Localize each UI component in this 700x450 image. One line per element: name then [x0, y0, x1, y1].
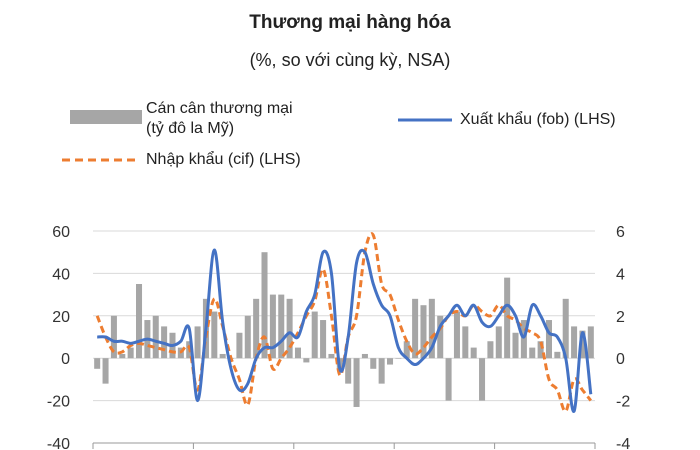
balance-bar [286, 298, 293, 359]
balance-bar [261, 252, 268, 359]
balance-bar [303, 358, 310, 363]
legend-swatch-balance [70, 110, 142, 124]
chart-subtitle: (%, so với cùng kỳ, NSA) [249, 50, 451, 70]
legend-label-imports: Nhập khẩu (cif) (LHS) [146, 151, 301, 168]
legend-label-balance-line1: Cán cân thương mại [146, 100, 293, 117]
exports-line [97, 248, 593, 413]
balance-bar [554, 351, 561, 359]
right-tick-label: 2 [616, 309, 625, 326]
balance-bar [587, 326, 594, 359]
balance-bar [571, 326, 578, 359]
balance-bar [253, 298, 260, 359]
balance-bar [136, 284, 143, 359]
balance-bar [345, 358, 352, 384]
balance-bar [470, 347, 477, 359]
balance-bar [378, 358, 385, 384]
balance-bar [545, 320, 552, 359]
balance-bar [512, 332, 519, 359]
balance-bar [529, 347, 536, 359]
right-axis: 6 4 2 0 -2 -4 [616, 224, 630, 450]
balance-bar [244, 315, 251, 359]
balance-bar [487, 341, 494, 359]
balance-bar [428, 298, 435, 359]
x-axis [92, 442, 596, 449]
legend-label-exports: Xuất khẩu (fob) (LHS) [460, 111, 616, 128]
right-tick-label: -2 [616, 394, 630, 411]
balance-bar [119, 353, 126, 359]
balance-bar [462, 326, 469, 359]
balance-bar [278, 294, 285, 359]
balance-bar [395, 358, 402, 359]
balance-bar [320, 320, 327, 359]
balance-bar [520, 320, 527, 359]
left-tick-label: -40 [47, 436, 70, 450]
balance-bar [269, 294, 276, 359]
right-tick-label: 6 [616, 224, 625, 241]
balance-bar [152, 315, 159, 359]
right-tick-label: -4 [616, 436, 630, 450]
balance-bar [219, 353, 226, 359]
balance-bar [479, 358, 486, 401]
balance-bar [311, 311, 318, 359]
balance-bar [361, 353, 368, 359]
left-tick-label: 60 [52, 224, 70, 241]
balance-bar [403, 341, 410, 359]
balance-bar [537, 341, 544, 359]
balance-bar [562, 298, 569, 359]
balance-bar [110, 315, 117, 359]
balance-bar [495, 326, 502, 359]
balance-bar [412, 298, 419, 359]
balance-bar [437, 315, 444, 359]
balance-bar [94, 358, 101, 369]
balance-bar [420, 305, 427, 359]
right-tick-label: 0 [616, 351, 625, 368]
balance-bar [236, 332, 243, 359]
left-axis: 60 40 20 0 -20 -40 [47, 224, 70, 450]
balance-bar [579, 330, 586, 359]
balance-bar [387, 358, 394, 365]
left-tick-label: -20 [47, 394, 70, 411]
legend-label-balance-line2: (tỷ đô la Mỹ) [146, 120, 235, 137]
left-tick-label: 0 [61, 351, 70, 368]
left-tick-label: 20 [52, 309, 70, 326]
balance-bar [370, 358, 377, 369]
balance-bar [127, 347, 134, 359]
chart-title: Thương mại hàng hóa [249, 12, 451, 33]
left-tick-label: 40 [52, 266, 70, 283]
balance-bar [194, 326, 201, 359]
balance-bar [453, 311, 460, 359]
balance-bar [328, 353, 335, 359]
gridlines [93, 230, 595, 444]
series-lines [95, 232, 593, 413]
balance-bar [504, 277, 511, 359]
balance-bar [102, 358, 109, 384]
right-tick-label: 4 [616, 266, 625, 283]
balance-bar [445, 358, 452, 401]
balance-bar [294, 347, 301, 359]
legend-label-balance: Cán cân thương mại (tỷ đô la Mỹ) [146, 99, 293, 139]
balance-bar [211, 311, 218, 359]
balance-bar [353, 358, 360, 407]
